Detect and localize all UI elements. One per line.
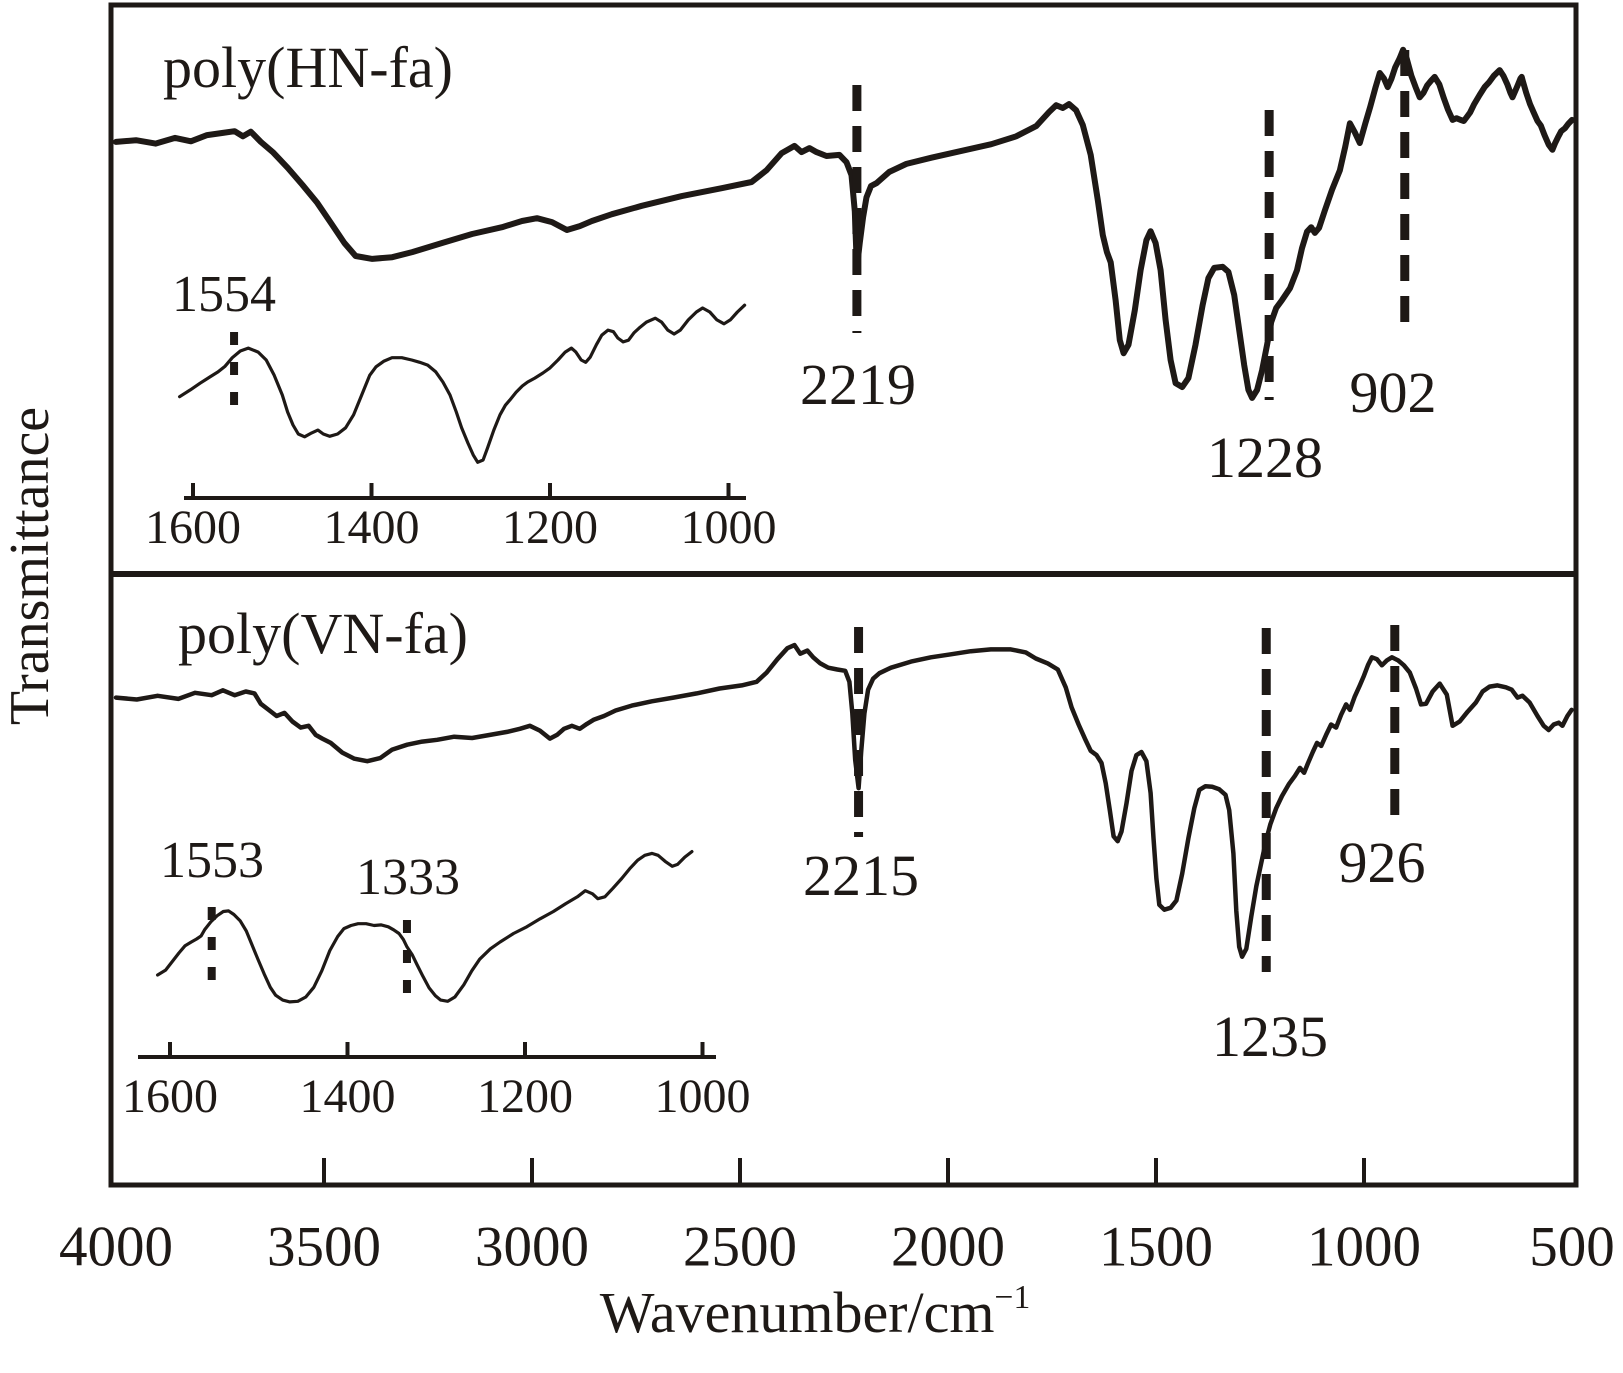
x-tick-label-1000: 1000 — [1307, 1215, 1421, 1279]
annotation-label-902: 902 — [1349, 360, 1437, 425]
x-tick-label-4000: 4000 — [59, 1215, 173, 1279]
hn-fa-spectrum-curve — [113, 46, 1575, 401]
inset-tick-label-p1-1400: 1400 — [323, 501, 420, 554]
x-axis-title-exponent: −1 — [994, 1278, 1031, 1316]
annotation-label-1235: 1235 — [1212, 1004, 1328, 1069]
inset-tick-label-p2-1600: 1600 — [122, 1070, 218, 1123]
inset-tick-label-p1-1600: 1600 — [145, 501, 241, 554]
annotation-label-2219: 2219 — [800, 352, 916, 417]
inset-tick-label-p2-1000: 1000 — [654, 1070, 751, 1123]
inset-annotation-label-1333: 1333 — [356, 849, 460, 906]
x-axis-title: Wavenumber/cm−1 — [600, 1280, 1031, 1342]
inset-tick-label-p2-1200: 1200 — [477, 1070, 573, 1123]
x-tick-label-1500: 1500 — [1099, 1215, 1213, 1279]
vn-fa-inset-curve — [156, 850, 694, 1004]
annotation-label-926: 926 — [1338, 830, 1426, 895]
annotation-label-1228: 1228 — [1207, 425, 1323, 490]
inset-tick-label-p2-1400: 1400 — [299, 1070, 396, 1123]
x-tick-label-2500: 2500 — [683, 1215, 797, 1279]
x-tick-label-3000: 3000 — [475, 1215, 589, 1279]
inset-annotation-label-1554: 1554 — [172, 266, 276, 323]
panel-label-hn-fa: poly(HN-fa) — [163, 35, 453, 100]
vn-fa-spectrum-curve — [113, 642, 1574, 959]
y-axis-title: Transmittance — [0, 406, 61, 726]
plot-border — [108, 2, 1579, 1188]
panel-label-vn-fa: poly(VN-fa) — [178, 601, 468, 666]
x-tick-label-500: 500 — [1529, 1215, 1615, 1279]
x-tick-label-2000: 2000 — [891, 1215, 1005, 1279]
hn-fa-inset-curve — [178, 303, 747, 464]
inset-tick-label-p1-1200: 1200 — [502, 501, 598, 554]
inset-tick-label-p1-1000: 1000 — [680, 501, 777, 554]
annotation-label-2215: 2215 — [803, 843, 919, 908]
x-axis-title-text: Wavenumber/cm — [599, 1280, 995, 1345]
x-tick-label-3500: 3500 — [267, 1215, 381, 1279]
inset-annotation-label-1553: 1553 — [160, 832, 264, 889]
